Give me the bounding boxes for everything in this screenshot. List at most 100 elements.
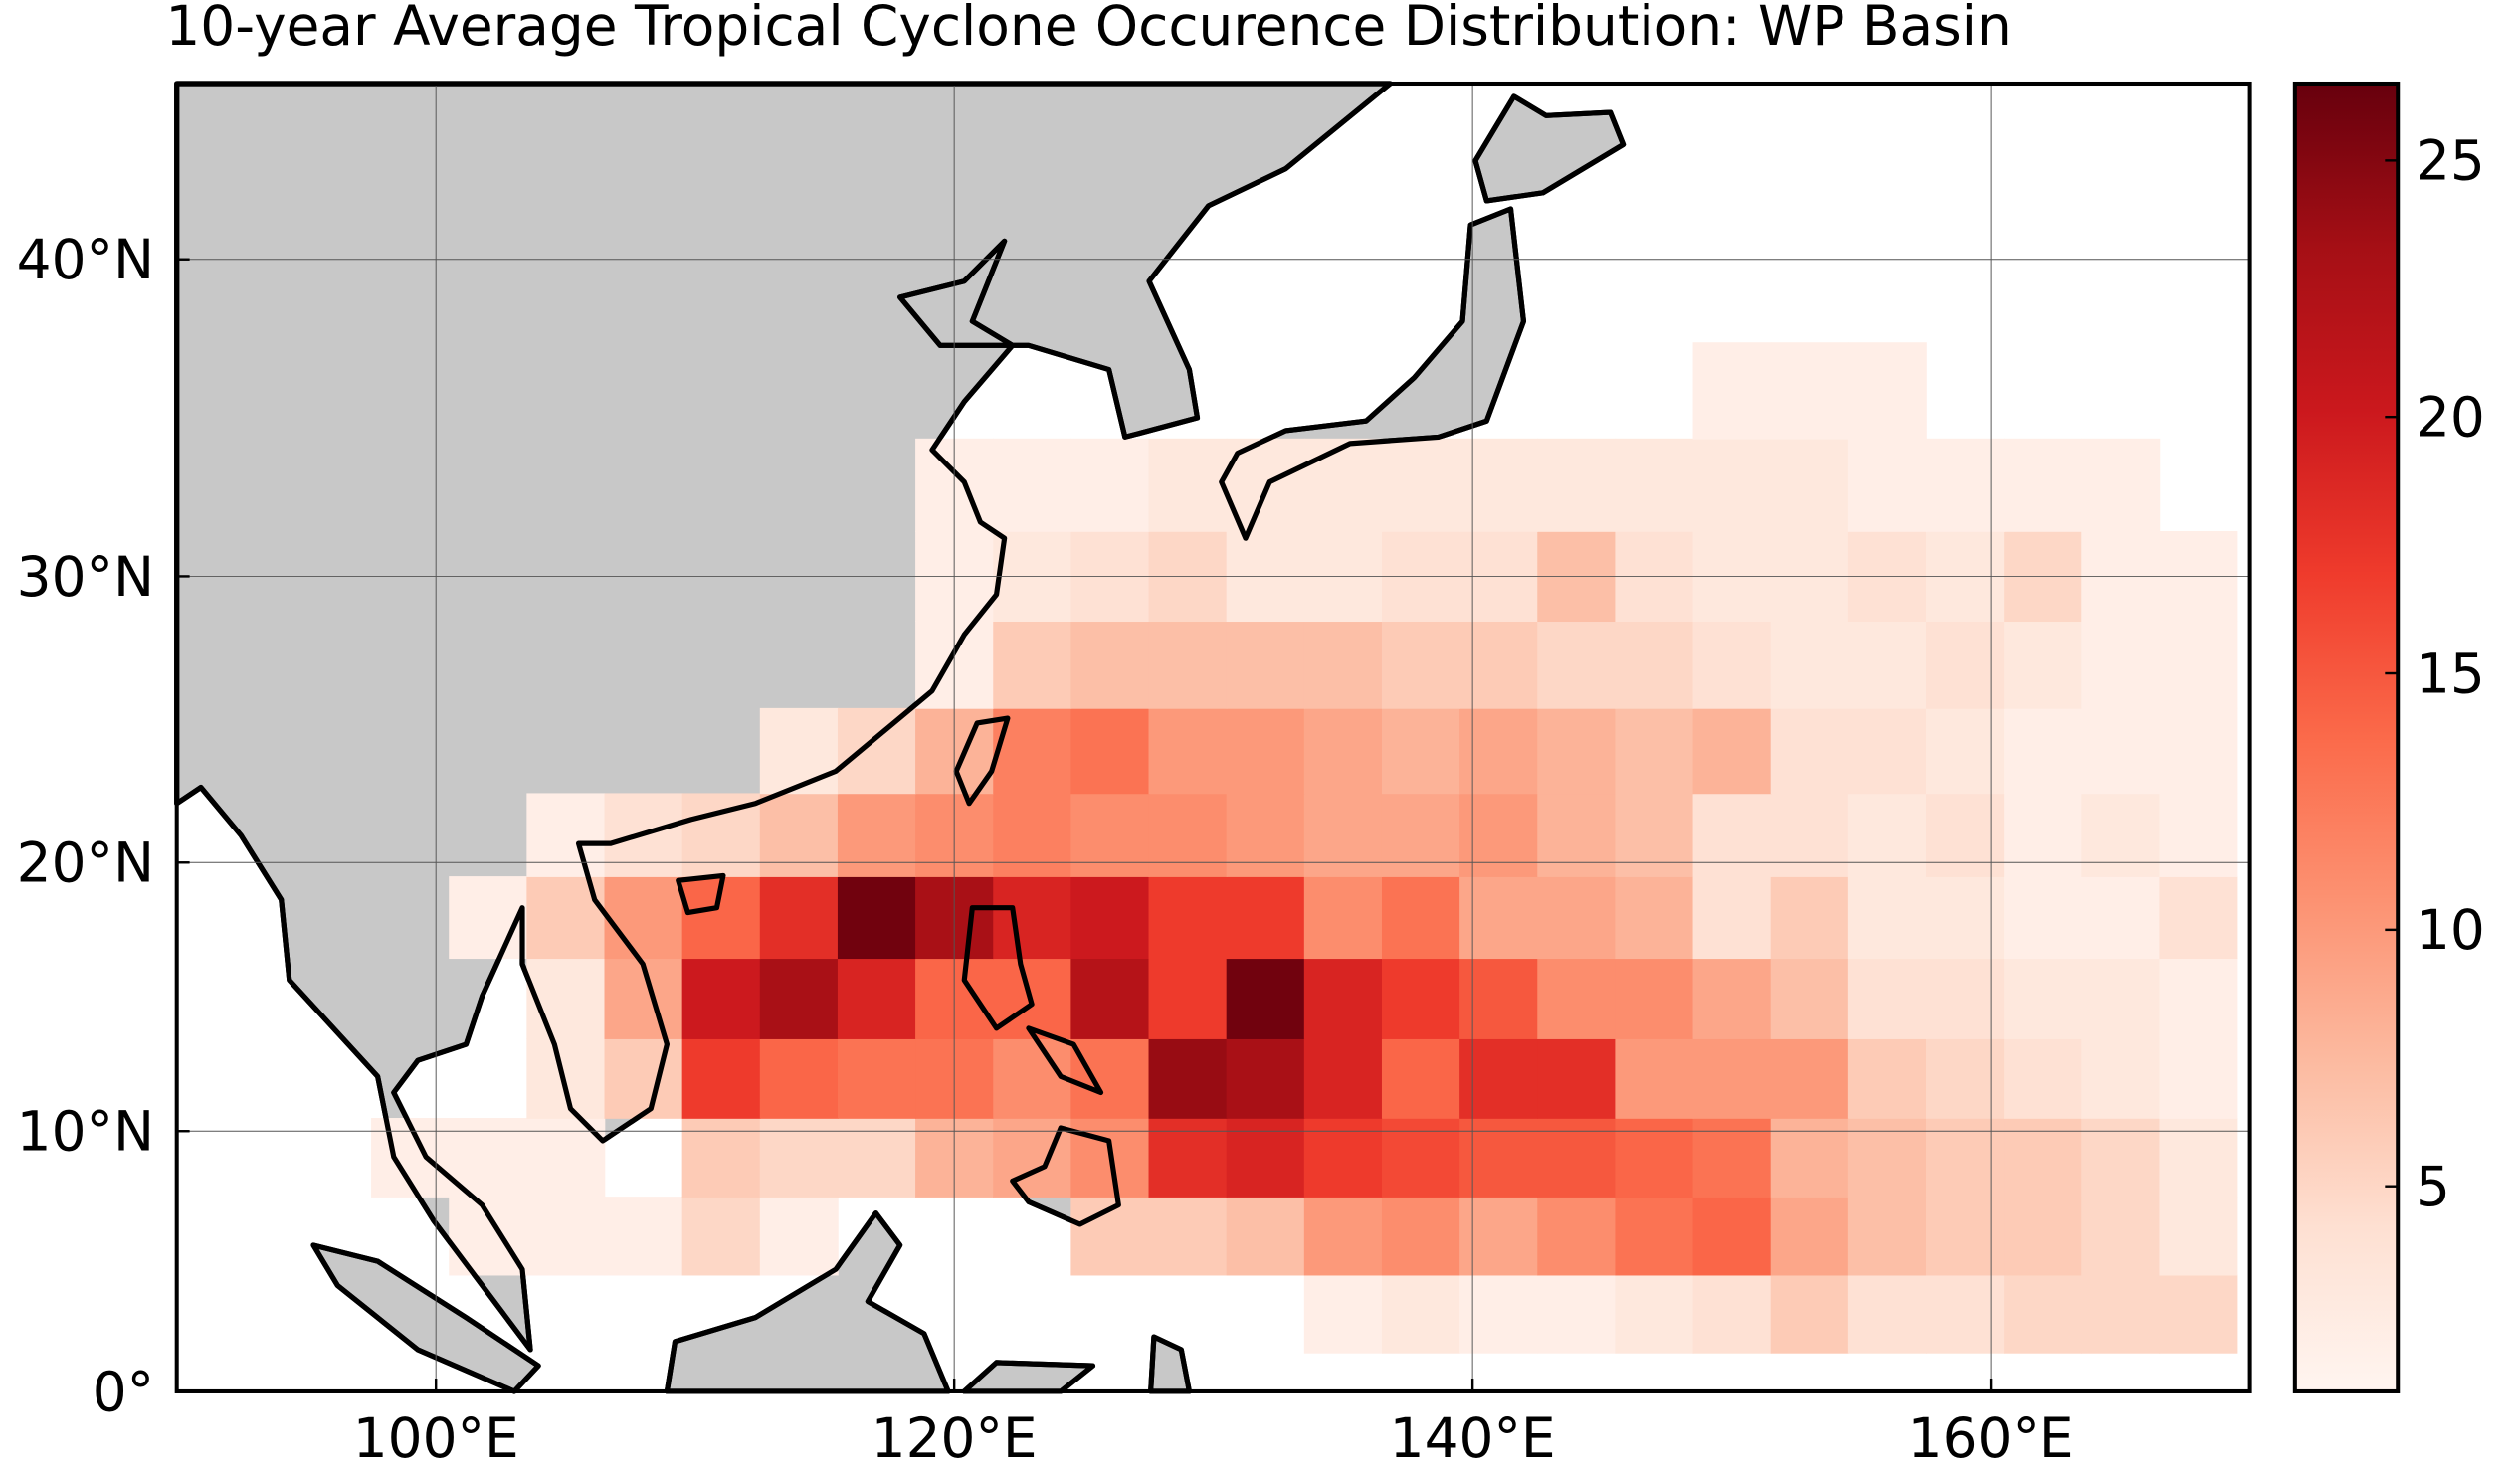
x-tick-label: 140°E bbox=[1390, 1406, 1556, 1470]
cell bbox=[1459, 438, 1539, 532]
cell bbox=[837, 958, 916, 1039]
y-tick-label: 40°N bbox=[17, 228, 154, 291]
colorbar-tick-label: 15 bbox=[2416, 642, 2485, 705]
coastline bbox=[310, 1242, 541, 1394]
plot-frame bbox=[174, 81, 2252, 1393]
cell bbox=[1148, 793, 1228, 877]
cell bbox=[1226, 793, 1305, 877]
cell bbox=[526, 1038, 606, 1119]
cell bbox=[1770, 1118, 1849, 1198]
cell bbox=[1615, 707, 1694, 795]
cell bbox=[1537, 438, 1617, 532]
cell bbox=[1381, 438, 1460, 532]
cell bbox=[2004, 1197, 2083, 1276]
cell bbox=[1770, 793, 1849, 877]
coastline bbox=[676, 872, 726, 916]
cell bbox=[1692, 793, 1772, 877]
cell bbox=[1459, 793, 1539, 877]
cell bbox=[837, 876, 916, 960]
cell bbox=[1770, 876, 1849, 960]
cell bbox=[1226, 876, 1305, 960]
cell bbox=[1537, 1274, 1617, 1354]
cell bbox=[1692, 1274, 1772, 1354]
cell bbox=[1381, 707, 1460, 795]
cell bbox=[1615, 876, 1694, 960]
cell bbox=[1459, 1274, 1539, 1354]
cell bbox=[1381, 1197, 1460, 1276]
cell bbox=[993, 793, 1072, 877]
cell bbox=[837, 707, 916, 795]
cell bbox=[1226, 1118, 1305, 1198]
x-tick-label: 100°E bbox=[353, 1406, 519, 1470]
cell bbox=[1537, 876, 1617, 960]
cell bbox=[1770, 707, 1849, 795]
y-tick-label: 20°N bbox=[17, 831, 154, 895]
cell bbox=[1381, 621, 1460, 709]
cell bbox=[1303, 621, 1383, 709]
cell bbox=[1381, 1118, 1460, 1198]
cell bbox=[993, 1038, 1072, 1119]
cell bbox=[1925, 1197, 2005, 1276]
cell bbox=[1148, 707, 1228, 795]
cell bbox=[1847, 793, 1927, 877]
cell bbox=[1925, 876, 2005, 960]
cell bbox=[993, 438, 1072, 532]
cell bbox=[1148, 876, 1228, 960]
cell bbox=[2081, 438, 2161, 532]
cell bbox=[1148, 621, 1228, 709]
cell bbox=[2159, 958, 2238, 1039]
cell bbox=[1925, 958, 2005, 1039]
coastline bbox=[664, 1210, 951, 1394]
cell bbox=[759, 1038, 839, 1119]
cell bbox=[837, 1118, 916, 1198]
coastline bbox=[1026, 1025, 1104, 1096]
cell bbox=[2004, 876, 2083, 960]
cell bbox=[1226, 1197, 1305, 1276]
cell bbox=[449, 1197, 528, 1276]
chart-title: 10-year Average Tropical Cyclone Occuren… bbox=[165, 0, 2011, 58]
cell bbox=[1615, 1197, 1694, 1276]
cell bbox=[1615, 1038, 1694, 1119]
cell bbox=[1537, 793, 1617, 877]
cell bbox=[2004, 707, 2083, 795]
colorbar-tick-label: 25 bbox=[2416, 129, 2485, 193]
cell bbox=[1615, 793, 1694, 877]
cell bbox=[2081, 876, 2161, 960]
cell bbox=[1303, 707, 1383, 795]
cell bbox=[2159, 793, 2238, 877]
cell bbox=[1459, 1118, 1539, 1198]
cell bbox=[1692, 1118, 1772, 1198]
cell bbox=[681, 1118, 761, 1198]
coastline bbox=[961, 905, 1035, 1031]
cell bbox=[1303, 1274, 1383, 1354]
cell bbox=[1537, 621, 1617, 709]
cell bbox=[837, 1038, 916, 1119]
cell bbox=[681, 1038, 761, 1119]
cell bbox=[1925, 1118, 2005, 1198]
cell bbox=[681, 958, 761, 1039]
cell bbox=[993, 876, 1072, 960]
cell bbox=[1303, 1118, 1383, 1198]
cell bbox=[2159, 1118, 2238, 1198]
cell bbox=[526, 958, 606, 1039]
coastlines bbox=[174, 81, 1627, 1394]
cell bbox=[1226, 958, 1305, 1039]
cell bbox=[759, 876, 839, 960]
cell bbox=[1070, 958, 1150, 1039]
cell bbox=[1692, 876, 1772, 960]
cell bbox=[1770, 342, 1849, 440]
y-tick-label: 0° bbox=[93, 1360, 154, 1423]
cell bbox=[2004, 621, 2083, 709]
cell bbox=[1925, 707, 2005, 795]
cell bbox=[604, 1038, 683, 1119]
cell bbox=[681, 1197, 761, 1276]
cell bbox=[1692, 438, 1772, 532]
cell bbox=[1381, 1274, 1460, 1354]
colorbar-tick-label: 20 bbox=[2416, 386, 2485, 450]
cell bbox=[1303, 438, 1383, 532]
coastline bbox=[1472, 93, 1627, 204]
cell bbox=[1847, 621, 1927, 709]
cell bbox=[759, 793, 839, 877]
